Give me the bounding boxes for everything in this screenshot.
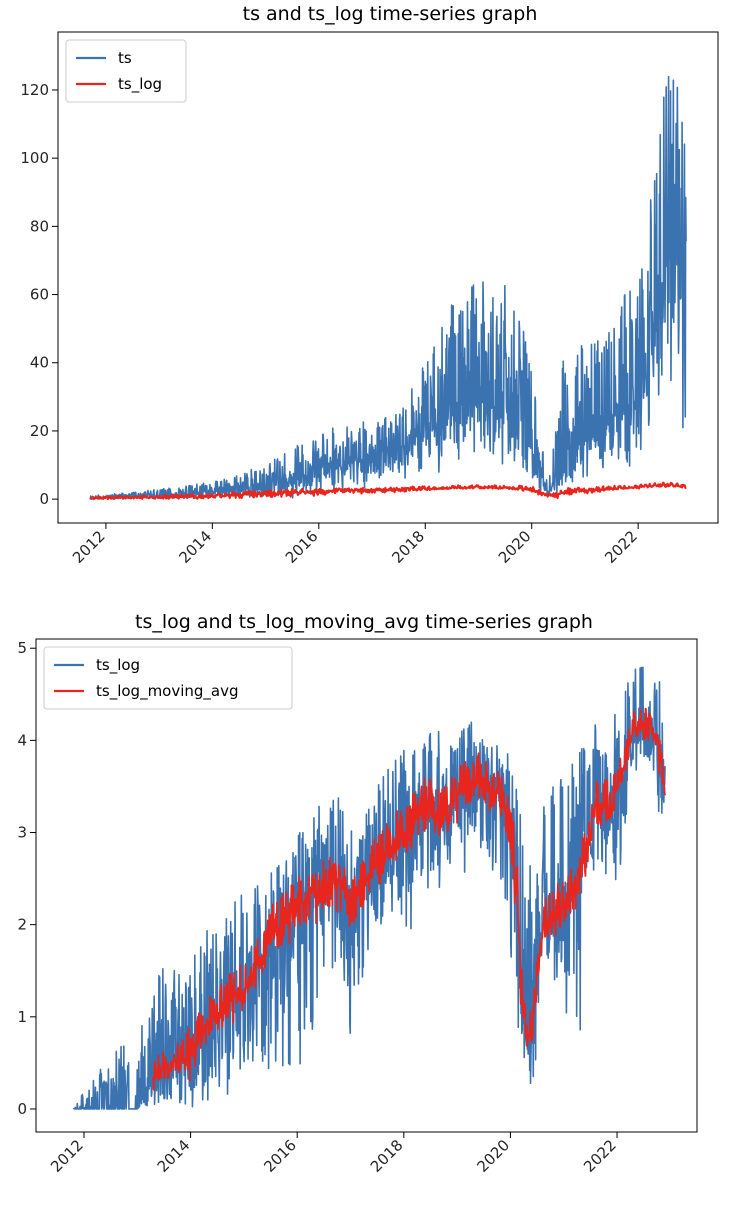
- y-tick: 60: [30, 286, 58, 304]
- y-tick-label: 2: [17, 916, 27, 934]
- y-tick: 100: [20, 149, 58, 167]
- y-tick: 40: [30, 354, 58, 372]
- y-tick: 120: [20, 81, 58, 99]
- y-tick-label: 5: [17, 639, 27, 657]
- legend-entry-ts: ts: [76, 49, 132, 67]
- x-tick-label: 2018: [367, 1136, 407, 1176]
- x-tick-label: 2014: [175, 527, 215, 567]
- legend-label: ts_log: [118, 75, 162, 94]
- x-tick: 2018: [388, 523, 428, 567]
- y-tick-label: 4: [17, 731, 27, 749]
- legend-label: ts_log: [96, 656, 140, 675]
- y-axis-ticks: 0 1 2 3 4 5: [17, 639, 36, 1118]
- chart-2-svg: ts_log and ts_log_moving_avg time-series…: [17, 611, 698, 1176]
- x-tick-label: 2016: [260, 1136, 300, 1176]
- y-tick-label: 0: [39, 490, 49, 508]
- chart-title: ts and ts_log time-series graph: [243, 3, 538, 25]
- x-tick: 2012: [47, 1132, 87, 1176]
- series-line-ts: [89, 75, 687, 500]
- series-line-ts-log-moving-avg: [152, 707, 666, 1091]
- x-tick: 2022: [601, 523, 641, 567]
- y-tick: 20: [30, 422, 58, 440]
- x-tick-label: 2016: [282, 527, 322, 567]
- chart-ts-log-moving-avg: ts_log and ts_log_moving_avg time-series…: [0, 600, 748, 1206]
- y-tick: 80: [30, 217, 58, 235]
- legend-entry-ts-log-moving-avg: ts_log_moving_avg: [54, 682, 239, 701]
- legend: ts_log ts_log_moving_avg: [43, 646, 293, 710]
- legend: ts ts_log: [65, 39, 187, 103]
- legend-label: ts: [118, 49, 132, 67]
- x-tick: 2016: [260, 1132, 300, 1176]
- plot-frame: [35, 638, 698, 1133]
- chart-ts-and-ts-log: ts and ts_log time-series graph 2012 2014…: [0, 0, 748, 595]
- chart-1-svg: ts and ts_log time-series graph 2012 2014…: [20, 3, 719, 567]
- x-tick-label: 2022: [580, 1136, 620, 1176]
- y-axis-ticks: 0 20 40 60 80 100 120: [20, 81, 58, 508]
- x-tick-label: 2020: [474, 1136, 514, 1176]
- plot-frame: [57, 31, 719, 524]
- x-tick: 2022: [580, 1132, 620, 1176]
- y-tick-label: 20: [30, 422, 49, 440]
- x-tick: 2016: [282, 523, 322, 567]
- x-tick-label: 2022: [601, 527, 641, 567]
- x-tick: 2020: [495, 523, 535, 567]
- legend-label: ts_log_moving_avg: [96, 682, 239, 701]
- y-tick-label: 100: [20, 149, 49, 167]
- x-tick: 2020: [474, 1132, 514, 1176]
- y-tick: 5: [17, 639, 36, 657]
- series-line-ts-log: [89, 481, 687, 501]
- legend-box: [43, 646, 293, 710]
- x-tick: 2014: [175, 523, 215, 567]
- x-tick: 2018: [367, 1132, 407, 1176]
- x-tick: 2014: [154, 1132, 194, 1176]
- legend-entry-ts-log: ts_log: [54, 656, 140, 675]
- x-tick-label: 2020: [495, 527, 535, 567]
- chart-title: ts_log and ts_log_moving_avg time-series…: [135, 611, 593, 633]
- y-tick-label: 1: [17, 1008, 27, 1026]
- x-axis-ticks: 2012 2014 2016 2018 2020 2022: [69, 523, 641, 567]
- y-tick-label: 40: [30, 354, 49, 372]
- y-tick: 3: [17, 824, 36, 842]
- legend-box: [65, 39, 187, 103]
- y-tick: 0: [39, 490, 58, 508]
- x-tick: 2012: [69, 523, 109, 567]
- y-tick: 1: [17, 1008, 36, 1026]
- x-tick-label: 2012: [69, 527, 109, 567]
- y-tick-label: 0: [17, 1100, 27, 1118]
- y-tick-label: 80: [30, 217, 49, 235]
- y-tick: 2: [17, 916, 36, 934]
- x-tick-label: 2014: [154, 1136, 194, 1176]
- x-axis-ticks: 2012 2014 2016 2018 2020 2022: [47, 1132, 620, 1176]
- series-line-ts-log: [72, 666, 666, 1110]
- y-tick-label: 120: [20, 81, 49, 99]
- y-tick: 0: [17, 1100, 36, 1118]
- y-tick-label: 3: [17, 824, 27, 842]
- legend-entry-ts-log: ts_log: [76, 75, 162, 94]
- series-layer: [89, 75, 687, 501]
- x-tick-label: 2018: [388, 527, 428, 567]
- y-tick-label: 60: [30, 286, 49, 304]
- y-tick: 4: [17, 731, 36, 749]
- series-layer: [72, 666, 666, 1110]
- x-tick-label: 2012: [47, 1136, 87, 1176]
